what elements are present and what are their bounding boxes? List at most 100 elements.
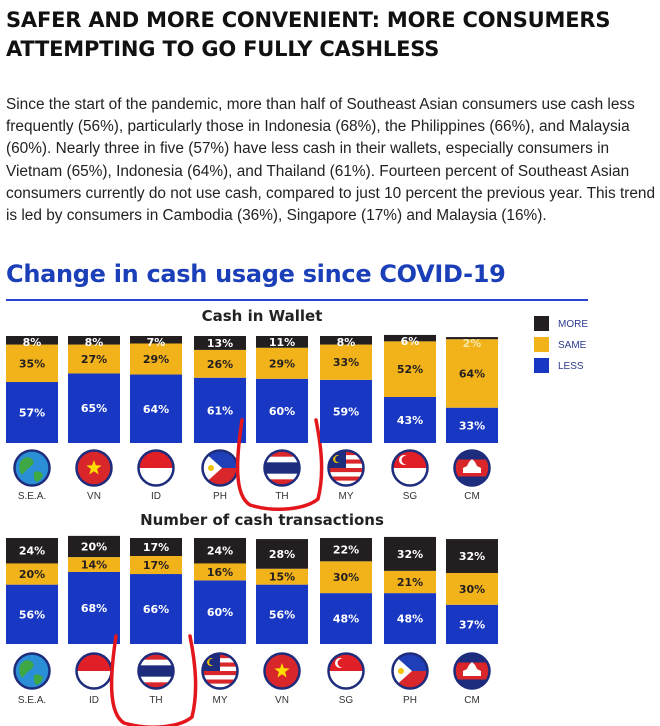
- data-label: 66%: [143, 603, 169, 616]
- bar-same-id: [130, 343, 182, 375]
- bar-less-th: [256, 378, 308, 443]
- legend: MORE SAME LESS: [534, 316, 588, 373]
- data-label: 48%: [397, 613, 423, 626]
- bar-more-sea: [6, 538, 58, 564]
- data-label: 32%: [397, 548, 423, 561]
- bar-same-th: [256, 347, 308, 379]
- category-label: CM: [464, 491, 480, 502]
- bar-less-cm: [446, 407, 498, 443]
- bar-more-sg: [320, 538, 372, 562]
- chart-2: Number of cash transactions 56% 20% 24% S.E.…: [6, 511, 498, 726]
- chart-title: Cash in Wallet: [202, 307, 323, 325]
- globe-icon: [13, 652, 51, 690]
- legend-swatch: [534, 316, 549, 331]
- data-label: 33%: [459, 419, 485, 432]
- bar-more-cm: [446, 539, 498, 573]
- bar-same-sea: [6, 344, 58, 383]
- data-label: 52%: [397, 363, 423, 376]
- bar-less-vn: [256, 584, 308, 644]
- category-label: PH: [403, 695, 417, 706]
- data-label: 33%: [333, 356, 359, 369]
- category-label: PH: [213, 491, 227, 502]
- chart-title: Number of cash transactions: [140, 511, 384, 529]
- category-label: MY: [339, 491, 354, 502]
- data-label: 37%: [459, 618, 485, 631]
- bar-less-ph: [194, 377, 246, 443]
- bar-more-ph: [384, 536, 436, 571]
- bar-same-vn: [68, 344, 120, 374]
- cambodia-flag-icon: [453, 652, 491, 690]
- bar-same-cm: [446, 339, 498, 408]
- bar-more-my: [194, 538, 246, 564]
- data-label: 30%: [459, 583, 485, 596]
- category-label: S.E.A.: [18, 491, 46, 502]
- category-label: ID: [89, 695, 99, 706]
- data-label: 17%: [143, 541, 169, 554]
- data-label: 20%: [81, 540, 107, 553]
- vietnam-flag-icon: [75, 449, 113, 487]
- data-label: 14%: [81, 559, 107, 572]
- data-label: 48%: [333, 613, 359, 626]
- data-label: 27%: [81, 353, 107, 366]
- category-label: S.E.A.: [18, 695, 46, 706]
- data-label: 29%: [143, 353, 169, 366]
- bar-same-my: [194, 563, 246, 581]
- bar-more-my: [320, 336, 372, 345]
- data-label: 64%: [459, 367, 485, 380]
- data-label: 7%: [147, 336, 166, 349]
- bar-same-sg: [384, 341, 436, 397]
- bar-more-id: [130, 336, 182, 344]
- bar-more-id: [68, 535, 120, 558]
- bar-less-sea: [6, 382, 58, 443]
- bar-more-ph: [194, 336, 246, 350]
- bar-less-my: [320, 379, 372, 443]
- data-label: 11%: [269, 336, 295, 349]
- data-label: 68%: [81, 602, 107, 615]
- category-label: TH: [275, 491, 288, 502]
- highlight-circle: [235, 418, 324, 511]
- thailand-flag-icon: [263, 449, 301, 487]
- bar-more-sg: [384, 334, 436, 342]
- bar-more-sea: [6, 336, 58, 345]
- bar-less-id: [130, 374, 182, 443]
- data-label: 32%: [459, 550, 485, 563]
- data-label: 64%: [143, 403, 169, 416]
- malaysia-flag-icon: [201, 652, 239, 690]
- category-label: MY: [213, 695, 228, 706]
- data-label: 56%: [269, 608, 295, 621]
- globe-icon: [13, 449, 51, 487]
- bar-more-th: [130, 538, 182, 557]
- bar-same-id: [68, 557, 120, 572]
- highlight-circle: [109, 634, 198, 726]
- data-label: 22%: [333, 544, 359, 557]
- legend-label: LESS: [558, 361, 584, 372]
- data-label: 2%: [463, 337, 482, 350]
- bar-less-sg: [384, 396, 436, 443]
- bar-same-ph: [194, 349, 246, 378]
- data-label: 59%: [333, 405, 359, 418]
- data-label: 17%: [143, 559, 169, 572]
- data-label: 28%: [269, 548, 295, 561]
- intro-paragraph: Since the start of the pandemic, more th…: [6, 96, 656, 225]
- data-label: 20%: [19, 568, 45, 581]
- bar-less-sea: [6, 584, 58, 644]
- category-label: SG: [403, 491, 418, 502]
- data-label: 8%: [337, 336, 356, 349]
- singapore-flag-icon: [391, 449, 429, 487]
- thailand-flag-icon: [137, 652, 175, 690]
- bar-same-ph: [384, 570, 436, 594]
- bar-same-sea: [6, 563, 58, 585]
- headline: SAFER AND MORE CONVENIENT: MORE CONSUMER…: [6, 8, 611, 61]
- data-label: 60%: [269, 405, 295, 418]
- legend-label: SAME: [558, 340, 587, 351]
- data-label: 56%: [19, 608, 45, 621]
- section-title: Change in cash usage since COVID-19: [6, 260, 506, 288]
- bar-more-th: [256, 336, 308, 348]
- data-label: 29%: [269, 357, 295, 370]
- bar-more-vn: [256, 539, 308, 569]
- data-label: 21%: [397, 576, 423, 589]
- data-label: 13%: [207, 337, 233, 350]
- data-label: 30%: [333, 571, 359, 584]
- data-label: 24%: [19, 545, 45, 558]
- bar-same-sg: [320, 561, 372, 594]
